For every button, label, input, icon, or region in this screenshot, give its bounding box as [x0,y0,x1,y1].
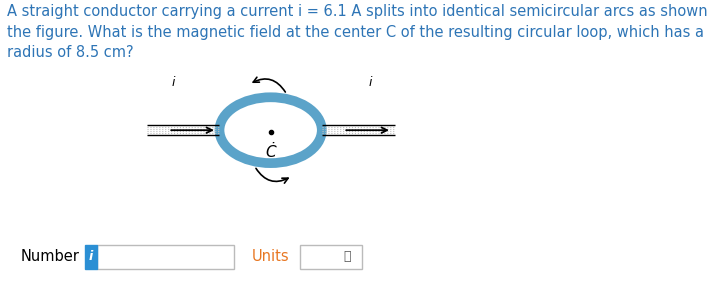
FancyBboxPatch shape [85,245,97,269]
Text: A straight conductor carrying a current i = 6.1 A splits into identical semicirc: A straight conductor carrying a current … [7,4,713,60]
Text: ⌵: ⌵ [343,250,351,263]
Text: i: i [369,76,372,89]
Text: Ċ: Ċ [265,144,276,160]
Text: Units: Units [252,249,289,264]
Text: i: i [88,250,93,263]
FancyBboxPatch shape [300,245,362,269]
FancyBboxPatch shape [97,245,234,269]
Text: i: i [172,76,175,89]
Text: Number: Number [20,249,79,264]
